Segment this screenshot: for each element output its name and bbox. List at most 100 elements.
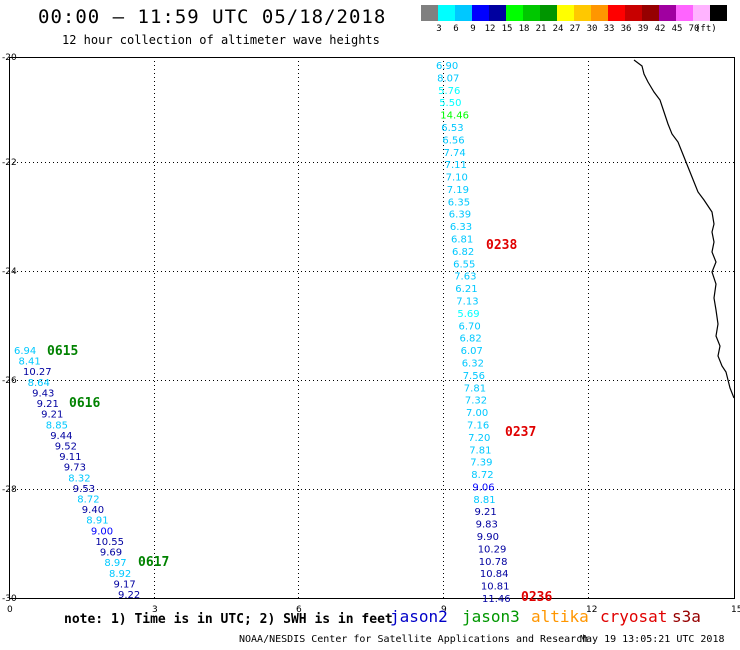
pass-time-label: 0615 [47,344,78,359]
axis-tick-labels: 0 3 6 9 12 15 -20 -22 -24 -26 -28 -30 [2,53,740,615]
wave-height-label: 6.39 [449,210,471,221]
wave-height-label: 8.07 [437,73,459,84]
altimeter-tracks: 6.948.4110.278.649.439.219.218.859.449.5… [14,61,511,605]
color-swatch [438,5,455,21]
wave-height-label: 8.41 [19,357,41,368]
color-scale-label: 39 [637,24,649,34]
color-scale-label: 30 [586,24,598,34]
coastline [633,59,735,399]
x-tick-label: 6 [296,605,302,615]
grid-lines [9,57,734,598]
color-swatch [693,5,710,21]
page-subtitle: 12 hour collection of altimeter wave hei… [62,33,380,47]
wave-height-label: 6.56 [442,135,464,146]
wave-height-label: 6.94 [14,346,36,357]
color-swatch [642,5,659,21]
wave-height-label: 9.17 [114,579,136,590]
wave-height-label: 8.64 [28,378,50,389]
legend-entry-jason2: jason2 [390,607,448,626]
legend-entry-cryosat: cryosat [600,607,668,626]
wave-height-label: 6.07 [461,346,483,357]
color-scale-label: 27 [569,24,581,34]
wave-height-label: 9.83 [476,520,498,531]
wave-height-label: 6.32 [462,359,484,370]
y-tick-label: -22 [2,158,17,168]
wave-height-label: 10.27 [23,367,52,378]
wave-height-label: 7.32 [465,396,487,407]
color-scale-label: 15 [501,24,513,34]
wave-height-label: 5.69 [457,309,479,320]
color-swatch [472,5,489,21]
credit-line: NOAA/NESDIS Center for Satellite Applica… [239,634,589,645]
color-scale-label: 36 [620,24,632,34]
wave-height-label: 8.72 [77,495,99,506]
color-swatch [608,5,625,21]
wave-height-label: 9.43 [32,388,54,399]
y-tick-label: -30 [2,594,17,604]
pass-time-label: 0616 [69,396,100,411]
wave-height-label: 7.63 [454,272,476,283]
color-scale-label: 42 [654,24,666,34]
wave-height-label: 6.82 [460,334,482,345]
pass-time-label: 0238 [486,238,517,253]
wave-height-label: 9.22 [118,590,140,601]
color-swatch [557,5,574,21]
wave-height-label: 7.13 [456,297,478,308]
color-swatch [591,5,608,21]
wave-height-label: 6.70 [459,321,481,332]
footer-note: note: 1) Time is in UTC; 2) SWH is in fe… [64,612,393,627]
color-scale-label: 6 [453,24,459,34]
wave-height-label: 6.90 [436,61,458,72]
wave-height-label: 8.85 [46,420,68,431]
wave-height-label: 10.78 [479,557,508,568]
color-swatch [676,5,693,21]
wave-height-label: 6.35 [448,197,470,208]
x-tick-label: 0 [7,605,13,615]
color-scale-label: 3 [436,24,442,34]
color-swatch [659,5,676,21]
color-swatch [523,5,540,21]
wave-height-label: 9.73 [64,463,86,474]
wave-height-label: 7.16 [467,421,489,432]
wave-height-label: 9.69 [100,548,122,559]
wave-height-label: 6.55 [453,259,475,270]
wave-height-label: 7.39 [470,458,492,469]
color-scale-label: 33 [603,24,615,34]
color-scale-unit: (ft) [695,24,717,34]
wave-height-label: 8.81 [473,495,495,506]
wave-height-label: 10.84 [480,569,509,580]
color-swatch [489,5,506,21]
wave-height-label: 14.46 [440,111,469,122]
pass-time-labels: 0615 0616 0617 0238 0237 0236 [47,238,552,605]
wave-height-label: 7.10 [446,173,468,184]
wave-height-label: 6.33 [450,222,472,233]
x-tick-label: 15 [731,605,740,615]
wave-height-label: 11.46 [482,594,511,605]
wave-height-label: 5.50 [439,98,461,109]
wave-height-label: 5.76 [438,86,460,97]
wave-height-label: 9.00 [91,526,113,537]
wave-height-label: 6.82 [452,247,474,258]
plot-frame [9,57,735,599]
pass-time-label: 0236 [521,590,552,605]
wave-height-label: 7.00 [466,408,488,419]
wave-height-label: 7.74 [444,148,466,159]
wave-height-label: 10.55 [95,537,124,548]
wave-height-label: 9.52 [55,442,77,453]
legend-entry-altika: altika [531,607,589,626]
wave-height-label: 6.53 [441,123,463,134]
color-swatch [455,5,472,21]
y-tick-label: -28 [2,485,17,495]
wave-height-label: 9.90 [477,532,499,543]
wave-height-label: 9.44 [50,431,72,442]
pass-time-label: 0237 [505,425,536,440]
wave-height-label: 6.81 [451,235,473,246]
color-scale-label: 9 [470,24,476,34]
wave-height-label: 9.53 [73,484,95,495]
color-swatch [421,5,438,21]
wave-height-label: 7.19 [447,185,469,196]
color-scale-label: 18 [518,24,530,34]
x-tick-label: 9 [441,605,447,615]
